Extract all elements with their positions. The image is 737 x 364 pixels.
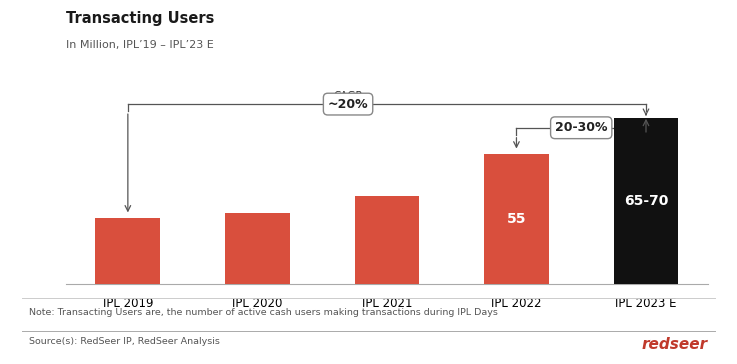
Bar xyxy=(225,213,290,284)
Text: Transacting Users: Transacting Users xyxy=(66,11,214,26)
Text: 65-70: 65-70 xyxy=(624,194,668,208)
Text: In Million, IPL’19 – IPL’23 E: In Million, IPL’19 – IPL’23 E xyxy=(66,40,214,50)
Text: Source(s): RedSeer IP, RedSeer Analysis: Source(s): RedSeer IP, RedSeer Analysis xyxy=(29,337,220,346)
Text: redseer: redseer xyxy=(641,337,708,352)
Bar xyxy=(484,154,549,284)
Bar xyxy=(96,218,160,284)
Text: 55: 55 xyxy=(507,212,526,226)
Text: Note: Transacting Users are, the number of active cash users making transactions: Note: Transacting Users are, the number … xyxy=(29,308,498,317)
Text: CAGR: CAGR xyxy=(333,91,363,100)
Bar xyxy=(354,196,419,284)
Text: ~20%: ~20% xyxy=(328,98,368,111)
Bar xyxy=(614,118,678,284)
Text: 20-30%: 20-30% xyxy=(555,121,607,134)
